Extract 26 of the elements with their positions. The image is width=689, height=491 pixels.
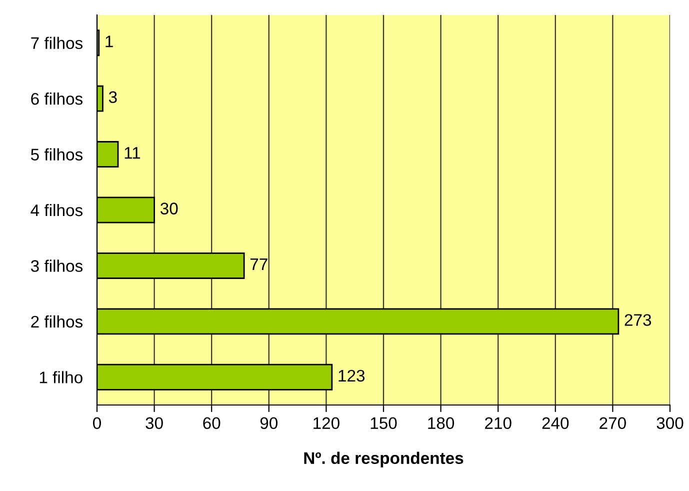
x-tick-label: 240 <box>542 417 569 430</box>
x-tick-label: 210 <box>485 417 512 430</box>
data-label: 11 <box>124 147 140 159</box>
y-tick-label: 3 filhos <box>30 260 83 272</box>
x-tick-label: 180 <box>428 417 454 430</box>
x-tick-label: 0 <box>93 417 101 430</box>
y-tick-label: 7 filhos <box>31 36 83 50</box>
y-tick-label: 6 filhos <box>31 92 83 105</box>
y-tick-label: 2 filhos <box>31 315 83 328</box>
x-tick-label: 150 <box>370 417 397 430</box>
x-tick-label: 60 <box>203 417 220 430</box>
data-label: 1 <box>106 36 113 48</box>
data-label: 273 <box>624 314 652 326</box>
x-tick-label: 300 <box>656 417 684 430</box>
x-tick-label: 30 <box>146 417 163 430</box>
y-tick-label: 5 filhos <box>30 148 83 160</box>
data-label: 3 <box>108 91 117 104</box>
data-label: 77 <box>250 258 268 270</box>
y-tick-label: 4 filhos <box>30 204 83 216</box>
x-axis-title: Nº. de respondentes <box>304 452 464 468</box>
data-label: 30 <box>160 202 178 214</box>
y-tick-label: 1 filho <box>40 371 82 384</box>
x-tick-label: 270 <box>600 417 626 430</box>
data-label: 123 <box>338 370 365 382</box>
x-tick-label: 90 <box>260 417 278 430</box>
x-tick-label: 120 <box>314 417 340 430</box>
